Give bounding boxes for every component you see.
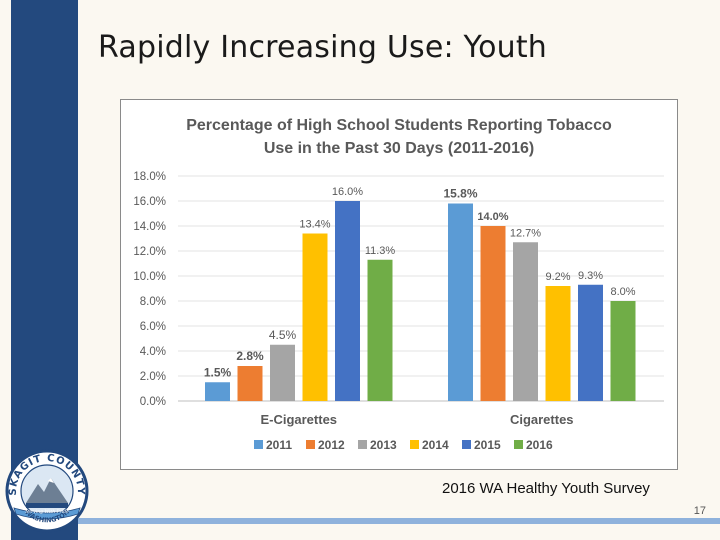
bar-label-e-cigarettes-2014: 13.4% [299, 219, 330, 231]
bar-label-cigarettes-2011: 15.8% [443, 187, 477, 201]
chart-frame: Percentage of High School Students Repor… [120, 99, 678, 470]
legend-label-2011: 2011 [266, 438, 292, 452]
y-tick-label: 14.0% [133, 221, 166, 233]
legend-label-2014: 2014 [422, 438, 449, 452]
y-tick-label: 10.0% [133, 271, 166, 283]
bar-cigarettes-2015 [578, 284, 603, 401]
chart-bars [205, 201, 636, 401]
bar-e-cigarettes-2014 [302, 233, 328, 401]
x-category-e-cigarettes: E-Cigarettes [260, 412, 337, 427]
bar-cigarettes-2013 [513, 242, 538, 401]
bar-e-cigarettes-2011 [205, 382, 230, 401]
bar-cigarettes-2014 [545, 286, 571, 401]
legend-swatch-2013 [358, 440, 367, 449]
y-tick-label: 0.0% [140, 396, 166, 408]
bar-label-e-cigarettes-2012: 2.8% [236, 349, 264, 363]
y-tick-label: 2.0% [140, 371, 166, 383]
y-tick-label: 8.0% [140, 296, 166, 308]
bar-cigarettes-2016 [610, 301, 636, 401]
slide-title: Rapidly Increasing Use: Youth [98, 30, 548, 65]
chart-title-line-1: Percentage of High School Students Repor… [186, 117, 612, 134]
x-axis-categories: E-Cigarettes Cigarettes [260, 412, 573, 427]
y-tick-label: 12.0% [133, 246, 166, 258]
bar-label-e-cigarettes-2013: 4.5% [269, 328, 297, 342]
skagit-county-seal: SKAGIT COUNTY WASHINGTON Serving With Pr… [5, 449, 89, 533]
bar-label-cigarettes-2012: 14.0% [477, 211, 508, 223]
legend-label-2013: 2013 [370, 438, 397, 452]
source-note: 2016 WA Healthy Youth Survey [442, 480, 650, 497]
chart-legend: 2011 2012 2013 2014 2015 2016 [254, 438, 553, 452]
bar-cigarettes-2011 [448, 203, 473, 401]
y-tick-label: 4.0% [140, 346, 166, 358]
y-tick-label: 6.0% [140, 321, 166, 333]
bar-label-cigarettes-2015: 9.3% [578, 270, 603, 282]
bar-label-cigarettes-2013: 12.7% [510, 227, 541, 239]
bar-label-e-cigarettes-2011: 1.5% [204, 365, 232, 379]
legend-swatch-2012 [306, 440, 315, 449]
bar-cigarettes-2012 [480, 226, 506, 401]
bottom-rule [78, 518, 720, 524]
bar-label-e-cigarettes-2015: 16.0% [332, 186, 363, 198]
seal-motto: Serving With Pride [25, 509, 69, 515]
tobacco-use-chart: Percentage of High School Students Repor… [133, 117, 664, 452]
y-axis-ticks: 0.0% 2.0% 4.0% 6.0% 8.0% 10.0% 12.0% 14.0% 16.0%… [133, 171, 166, 408]
bar-label-e-cigarettes-2016: 11.3% [365, 245, 396, 257]
bar-e-cigarettes-2012 [237, 366, 263, 401]
y-tick-label: 16.0% [133, 196, 166, 208]
legend-swatch-2011 [254, 440, 263, 449]
bar-label-cigarettes-2016: 8.0% [610, 286, 635, 298]
legend-label-2016: 2016 [526, 438, 553, 452]
bar-label-cigarettes-2014: 9.2% [545, 271, 570, 283]
x-category-cigarettes: Cigarettes [510, 412, 574, 427]
legend-swatch-2016 [514, 440, 523, 449]
bar-data-labels: 1.5% 15.8% 2.8% 14.0% 4.5% 12.7% 13.4% 9.2% 16.0… [204, 186, 636, 379]
legend-label-2012: 2012 [318, 438, 345, 452]
y-tick-label: 18.0% [133, 171, 166, 183]
page-number: 17 [693, 505, 706, 517]
legend-swatch-2015 [462, 440, 471, 449]
bar-e-cigarettes-2016 [367, 259, 393, 401]
bar-e-cigarettes-2015 [335, 201, 360, 401]
chart-title: Percentage of High School Students Repor… [186, 117, 612, 157]
chart-grid [178, 175, 664, 402]
bar-e-cigarettes-2013 [270, 344, 295, 401]
chart-title-line-2: Use in the Past 30 Days (2011-2016) [264, 140, 534, 157]
legend-swatch-2014 [410, 440, 419, 449]
legend-label-2015: 2015 [474, 438, 501, 452]
